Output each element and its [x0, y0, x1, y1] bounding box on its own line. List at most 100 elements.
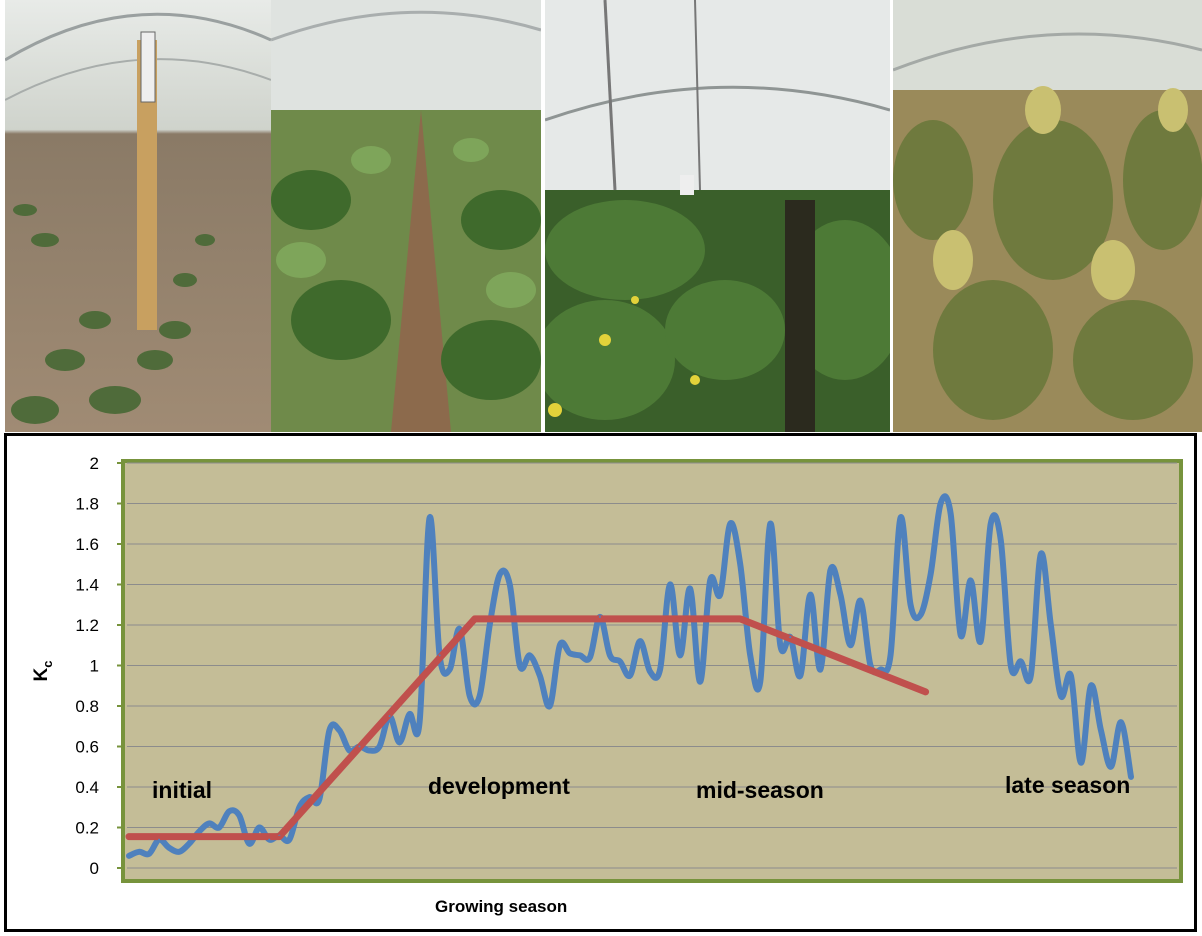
measured-kc-line-point — [699, 680, 702, 683]
measured-kc-line-point — [759, 680, 762, 683]
measured-kc-line-point — [288, 838, 291, 841]
measured-kc-line-point — [418, 721, 421, 724]
measured-kc-line-point — [719, 593, 722, 596]
kc-chart: 0 0.2 0.4 0.6 0.8 1 1.2 1.4 1.6 1.8 2 initial deve… — [31, 454, 1183, 916]
fao-kc-curve-point — [128, 835, 130, 838]
measured-kc-line-point — [428, 516, 431, 519]
measured-kc-line-point — [679, 654, 682, 657]
measured-kc-line-point — [198, 830, 201, 833]
measured-kc-line-point — [538, 674, 541, 677]
stage-label-initial: initial — [152, 777, 212, 803]
measured-kc-line-point — [508, 583, 511, 586]
photo-mid-season-stage — [545, 0, 890, 432]
measured-kc-line-point — [128, 854, 130, 857]
measured-kc-line-point — [929, 573, 932, 576]
stage-label-mid-season: mid-season — [696, 777, 824, 803]
photo-development-stage — [271, 0, 541, 432]
chart-frame: 0 0.2 0.4 0.6 0.8 1 1.2 1.4 1.6 1.8 2 initial deve… — [4, 433, 1197, 932]
measured-kc-line-point — [208, 822, 211, 825]
measured-kc-line-point — [368, 749, 371, 752]
measured-kc-line-point — [669, 583, 672, 586]
measured-kc-line-point — [779, 644, 782, 647]
measured-kc-line-point — [769, 522, 772, 525]
y-tick-label: 1.4 — [75, 576, 99, 595]
measured-kc-line-point — [588, 656, 591, 659]
measured-kc-line-point — [819, 668, 822, 671]
measured-kc-line-point — [729, 522, 732, 525]
measured-kc-line-point — [749, 654, 752, 657]
measured-kc-line-point — [248, 842, 251, 845]
measured-kc-line-point — [1019, 660, 1022, 663]
measured-kc-line-point — [138, 850, 141, 853]
data-points — [128, 502, 1132, 857]
measured-kc-line-point — [398, 741, 401, 744]
measured-kc-line-point — [1089, 684, 1092, 687]
measured-kc-line-point — [839, 593, 842, 596]
fao-kc-curve-point — [473, 617, 476, 620]
measured-kc-line-point — [689, 587, 692, 590]
measured-kc-line-point — [919, 613, 922, 616]
measured-kc-line-point — [799, 674, 802, 677]
measured-kc-line-point — [518, 664, 521, 667]
measured-kc-line-point — [789, 636, 792, 639]
measured-kc-line-point — [358, 745, 361, 748]
measured-kc-line-point — [1119, 721, 1122, 724]
measured-kc-line-point — [709, 579, 712, 582]
x-axis-label: Growing season — [435, 897, 567, 916]
measured-kc-line-point — [809, 593, 812, 596]
y-tick-label: 0.4 — [75, 778, 99, 797]
fao-kc-curve-point — [739, 617, 742, 620]
measured-kc-line-point — [829, 569, 832, 572]
measured-kc-line-point — [448, 668, 451, 671]
measured-kc-line-point — [148, 852, 151, 855]
y-tick-label: 1.8 — [75, 495, 99, 514]
fao-kc-curve-point — [278, 835, 281, 838]
photo-strip — [0, 0, 1202, 435]
stage-label-late-season: late season — [1005, 772, 1130, 798]
measured-kc-line-point — [228, 810, 231, 813]
y-tick-label: 1 — [90, 657, 99, 676]
measured-kc-line-point — [909, 603, 912, 606]
measured-kc-line-point — [318, 798, 321, 801]
photo-late-season-stage — [893, 0, 1202, 432]
measured-kc-line-point — [478, 694, 481, 697]
y-tick-label: 0.8 — [75, 697, 99, 716]
photo-initial-stage — [5, 0, 271, 432]
measured-kc-line-point — [528, 654, 531, 657]
gridlines — [127, 462, 1177, 869]
measured-kc-line-point — [1029, 674, 1032, 677]
measured-kc-line-point — [378, 745, 381, 748]
measured-kc-line-point — [458, 628, 461, 631]
measured-kc-line-point — [308, 796, 311, 799]
measured-kc-line-point — [328, 729, 331, 732]
measured-kc-line-point — [178, 850, 181, 853]
measured-kc-line-point — [218, 826, 221, 829]
measured-kc-line-point — [468, 694, 471, 697]
measured-kc-line-point — [1049, 624, 1052, 626]
measured-kc-line-point — [889, 654, 892, 657]
y-tick-label: 0.2 — [75, 819, 99, 838]
measured-kc-line-point — [338, 729, 341, 732]
measured-kc-line-point — [1109, 765, 1112, 768]
y-axis-label-sub: c — [40, 661, 55, 668]
y-axis-ticks: 0 0.2 0.4 0.6 0.8 1 1.2 1.4 1.6 1.8 2 — [75, 454, 123, 878]
measured-kc-line-point — [1079, 761, 1082, 764]
measured-kc-line-point — [298, 806, 301, 809]
measured-kc-line-point — [899, 516, 902, 519]
measured-kc-line-point — [258, 826, 261, 829]
measured-kc-line-point — [639, 640, 642, 643]
measured-kc-line-point — [969, 579, 972, 582]
measured-kc-line-point — [568, 652, 571, 655]
fao-kc-curve-point — [924, 690, 927, 693]
measured-kc-line-point — [408, 713, 411, 716]
measured-kc-line-point — [348, 749, 351, 752]
y-tick-label: 0 — [90, 859, 99, 878]
measured-kc-line-point — [188, 842, 191, 845]
measured-kc-line-point — [999, 538, 1002, 541]
measured-kc-line-point — [959, 634, 962, 637]
measured-kc-line-point — [1130, 775, 1132, 778]
y-tick-label: 2 — [90, 454, 99, 473]
y-tick-label: 1.6 — [75, 535, 99, 554]
y-axis-label: Kc — [31, 661, 55, 682]
y-axis-label-main: K — [31, 667, 52, 681]
